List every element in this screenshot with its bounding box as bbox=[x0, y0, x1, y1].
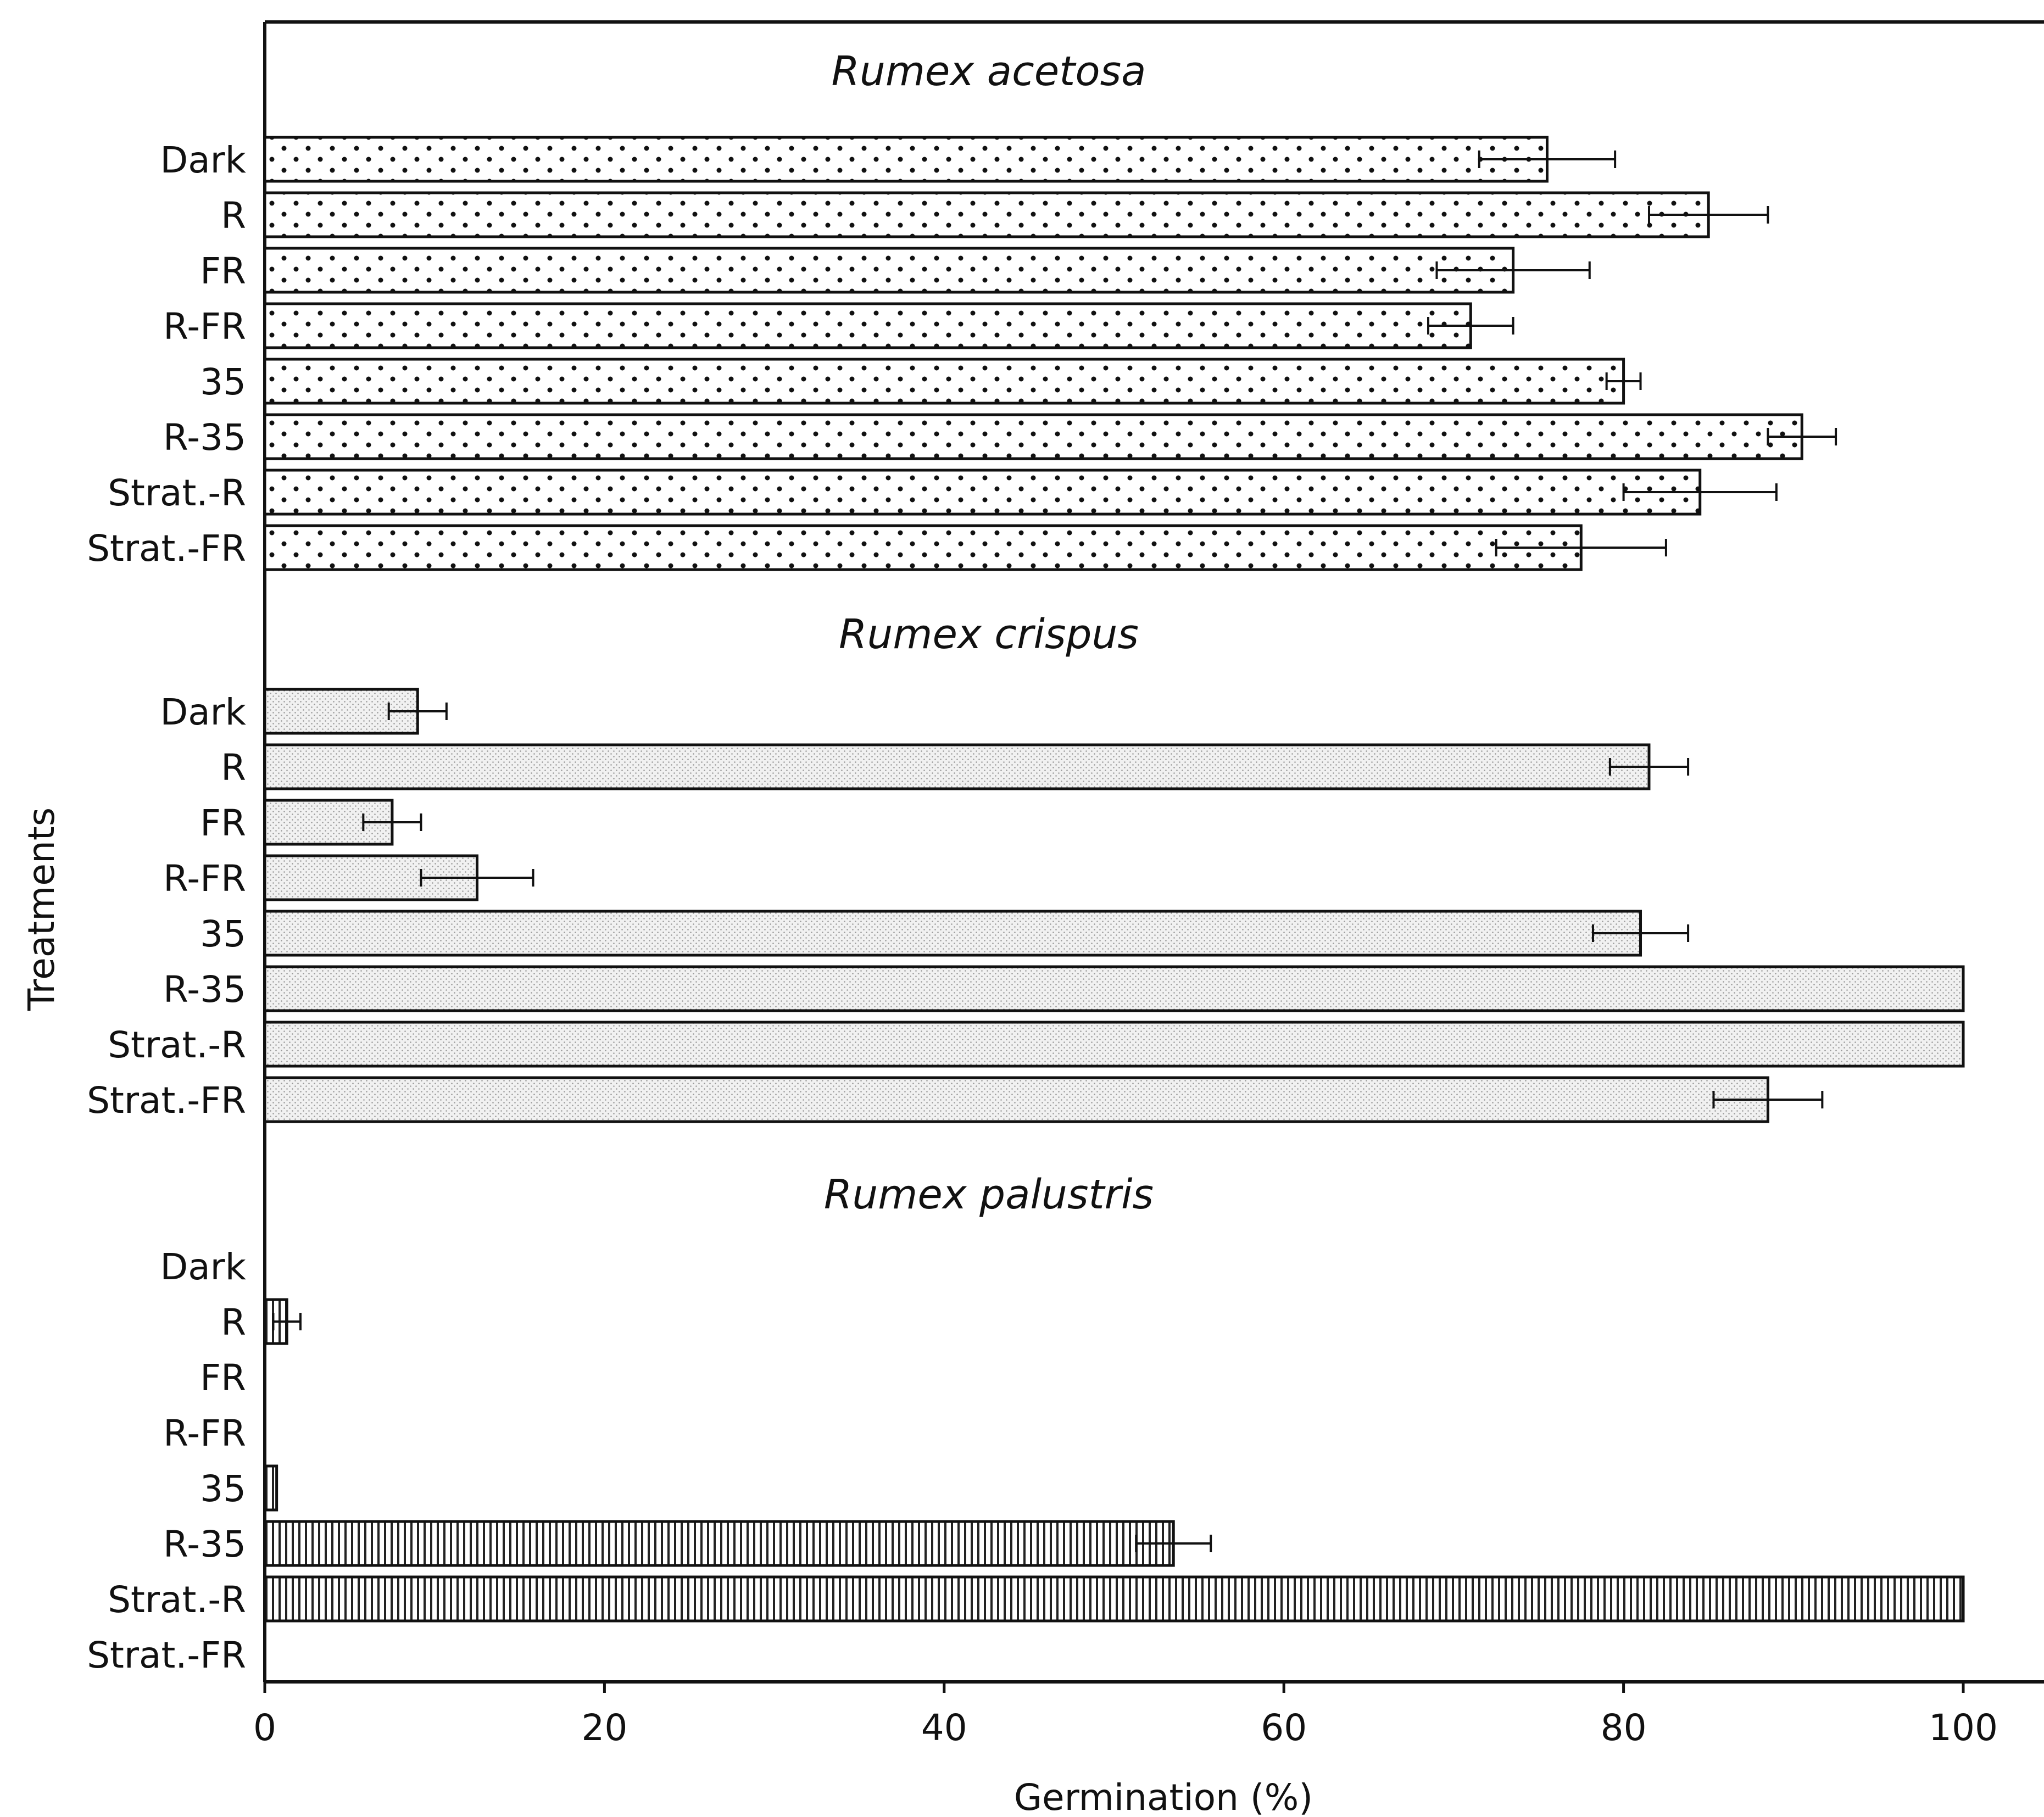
category-label: R-35 bbox=[163, 1523, 246, 1565]
category-label: 35 bbox=[200, 1468, 246, 1510]
bar bbox=[263, 965, 1965, 1012]
bar bbox=[263, 302, 1472, 349]
bar bbox=[263, 247, 1515, 294]
bar bbox=[263, 358, 1625, 405]
x-axis-ticks: 0 20 40 60 80 100 bbox=[253, 1682, 1998, 1749]
category-label: Strat.-R bbox=[108, 1579, 246, 1621]
category-label: 35 bbox=[200, 913, 246, 955]
x-tick-label: 80 bbox=[1601, 1707, 1647, 1749]
bar bbox=[263, 1464, 279, 1512]
category-label: R-FR bbox=[163, 1412, 246, 1454]
category-label: R bbox=[221, 1301, 246, 1344]
category-label: R-35 bbox=[163, 968, 246, 1011]
category-label: 35 bbox=[200, 361, 246, 403]
x-tick-label: 60 bbox=[1261, 1707, 1307, 1749]
category-label: Dark bbox=[160, 139, 246, 181]
category-label: R-FR bbox=[163, 305, 246, 348]
panel-title: Rumex acetosa bbox=[832, 48, 1146, 95]
category-label: Strat.-FR bbox=[87, 1079, 246, 1122]
x-axis-title: Germination (%) bbox=[1014, 1776, 1313, 1817]
category-label: FR bbox=[200, 802, 246, 844]
panel-3: Rumex palustris Dark R FR R-FR 35 R-35 Strat.-R… bbox=[87, 1171, 1965, 1676]
bar bbox=[263, 136, 1549, 183]
bar bbox=[263, 743, 1651, 790]
x-tick-label: 20 bbox=[581, 1707, 627, 1749]
x-tick-label: 100 bbox=[1929, 1707, 1998, 1749]
panel-title: Rumex palustris bbox=[824, 1171, 1154, 1218]
bar bbox=[263, 191, 1710, 238]
chart-panels: Rumex acetosa Dark R FR R-FR 35 R-35 Strat.-R St… bbox=[87, 48, 1965, 1676]
category-label: FR bbox=[200, 1357, 246, 1399]
category-label: Dark bbox=[160, 1246, 246, 1288]
x-tick-label: 0 bbox=[253, 1707, 276, 1749]
panel-title: Rumex crispus bbox=[839, 611, 1139, 658]
panel-2: Rumex crispus Dark R FR R-FR 35 R-35 Strat.-R St… bbox=[87, 611, 1965, 1123]
category-label: Strat.-R bbox=[108, 1024, 246, 1066]
category-label: R bbox=[221, 194, 246, 237]
category-label: Strat.-FR bbox=[87, 527, 246, 570]
bar bbox=[263, 1021, 1965, 1068]
category-label: R bbox=[221, 746, 246, 789]
bar bbox=[263, 524, 1583, 571]
bar bbox=[263, 910, 1642, 957]
y-axis-title: Treatments bbox=[20, 807, 63, 1011]
category-label: Strat.-R bbox=[108, 472, 246, 514]
bar bbox=[263, 1520, 1175, 1567]
category-label: R-FR bbox=[163, 857, 246, 900]
category-label: Strat.-FR bbox=[87, 1634, 246, 1676]
category-label: R-35 bbox=[163, 416, 246, 459]
bar bbox=[263, 1076, 1769, 1123]
bar bbox=[263, 1575, 1965, 1623]
category-label: FR bbox=[200, 250, 246, 292]
bar bbox=[263, 469, 1702, 516]
x-tick-label: 40 bbox=[921, 1707, 967, 1749]
panel-1: Rumex acetosa Dark R FR R-FR 35 R-35 Strat.-R St… bbox=[87, 48, 1837, 571]
bar bbox=[263, 413, 1803, 460]
category-label: Dark bbox=[160, 691, 246, 733]
